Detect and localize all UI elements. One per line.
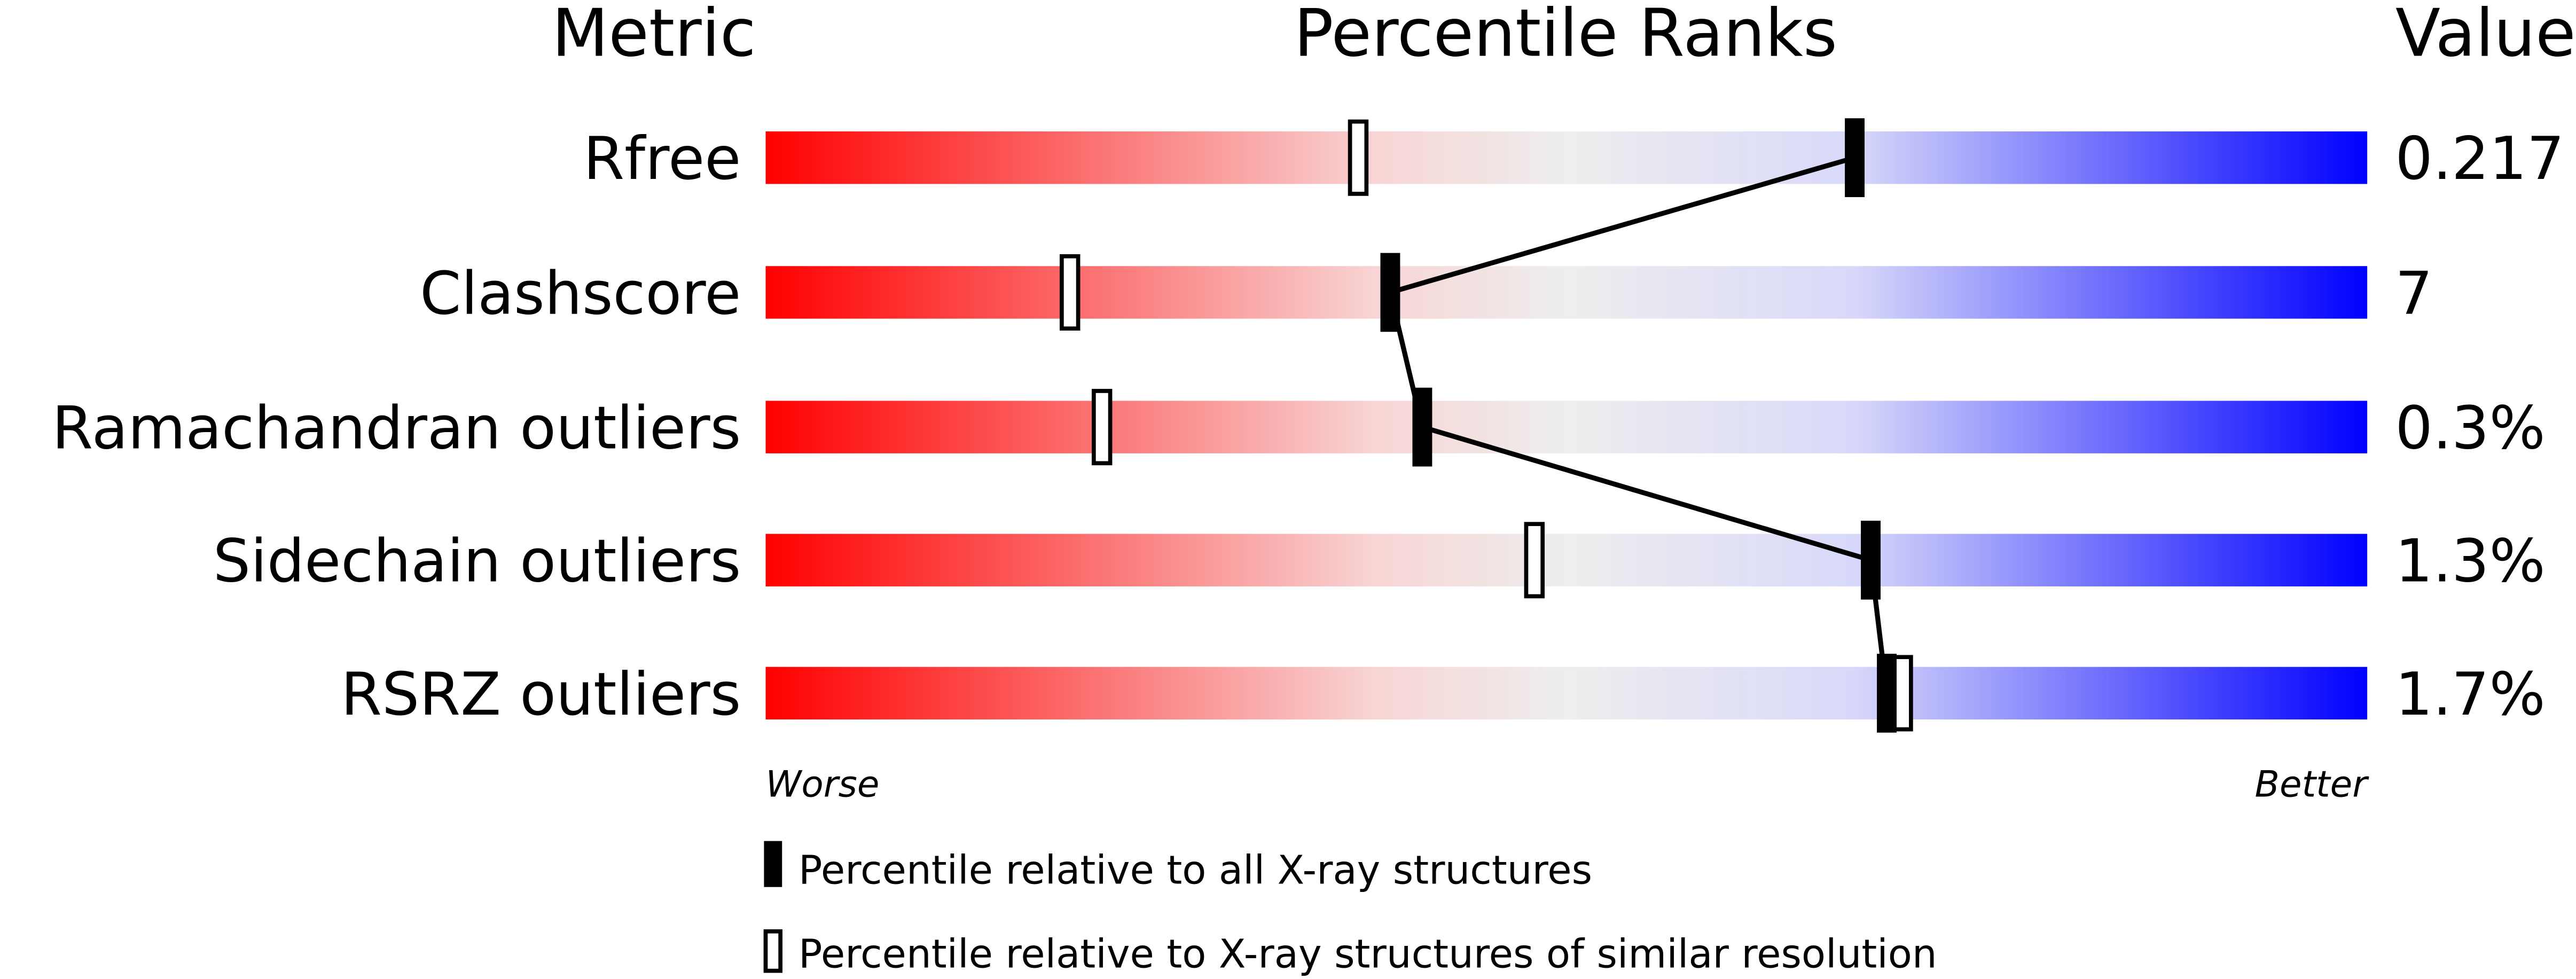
header-value: Value	[2395, 0, 2576, 72]
legend-filled-marker	[764, 841, 782, 887]
marker-all-structures	[1380, 253, 1400, 332]
percentile-bar	[765, 534, 2368, 586]
metric-value: 0.3%	[2395, 394, 2545, 463]
metric-row: RSRZ outliers 1.7%	[341, 660, 2546, 729]
marker-similar-resolution	[1348, 119, 1369, 196]
worse-label: Worse	[765, 763, 879, 805]
metric-row: Ramachandran outliers 0.3%	[52, 394, 2545, 463]
marker-all-structures	[1412, 387, 1432, 467]
metric-row: Clashscore 7	[420, 259, 2433, 328]
percentile-bar	[765, 266, 2368, 319]
marker-similar-resolution	[1060, 254, 1080, 331]
metric-label: RSRZ outliers	[341, 660, 741, 729]
better-label: Better	[2255, 763, 2370, 805]
marker-similar-resolution	[1892, 655, 1913, 732]
marker-similar-resolution	[1524, 522, 1545, 599]
metric-value: 1.3%	[2395, 527, 2545, 596]
metric-label: Sidechain outliers	[213, 527, 741, 596]
metric-row: Rfree 0.217	[583, 124, 2564, 193]
legend-filled-label: Percentile relative to all X-ray structu…	[798, 848, 1592, 894]
percentile-bar	[765, 401, 2368, 453]
header-percentile-ranks: Percentile Ranks	[1294, 0, 1837, 72]
marker-all-structures	[1877, 654, 1897, 733]
percentile-bar	[765, 131, 2368, 184]
metric-label: Rfree	[583, 124, 741, 193]
metric-label: Ramachandran outliers	[52, 394, 741, 463]
metric-value: 1.7%	[2395, 660, 2545, 729]
metric-value: 7	[2395, 259, 2432, 328]
metric-value: 0.217	[2395, 124, 2564, 193]
header-metric: Metric	[552, 0, 756, 72]
marker-all-structures	[1861, 520, 1881, 600]
marker-all-structures	[1845, 118, 1865, 198]
marker-similar-resolution	[1091, 389, 1113, 466]
metric-row: Sidechain outliers 1.3%	[213, 527, 2546, 596]
percentile-bar	[765, 667, 2368, 720]
legend-open-label: Percentile relative to X-ray structures …	[798, 931, 1937, 977]
metric-label: Clashscore	[420, 259, 741, 328]
legend-open-marker	[763, 929, 783, 973]
